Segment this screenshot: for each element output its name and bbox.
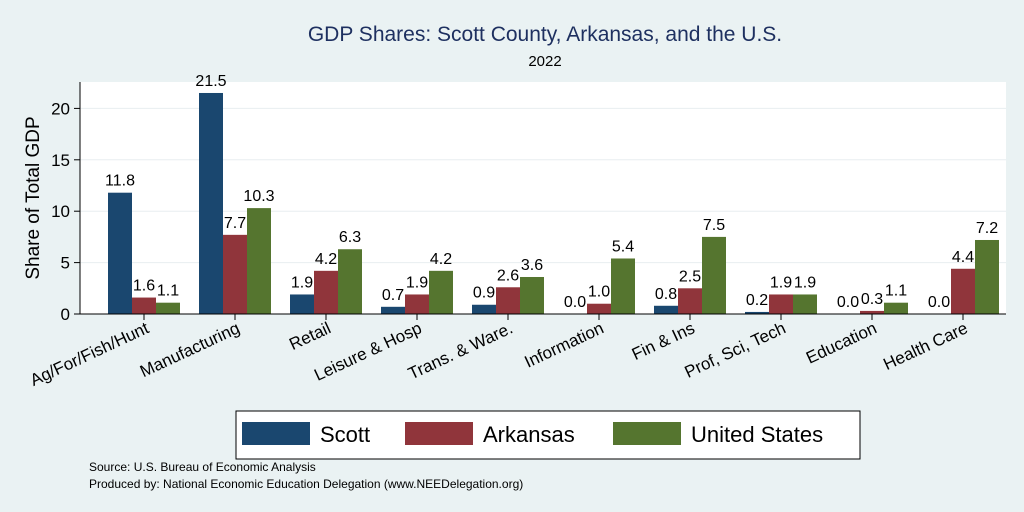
bar — [223, 234, 247, 314]
bar — [429, 270, 453, 314]
bar — [199, 92, 223, 314]
data-label: 0.8 — [655, 286, 677, 303]
bar — [405, 294, 429, 314]
data-label: 7.5 — [703, 217, 725, 234]
bar — [587, 303, 611, 314]
legend-label: Scott — [320, 422, 370, 447]
data-label: 2.6 — [497, 267, 519, 284]
category-label: Prof, Sci, Tech — [682, 318, 789, 381]
data-label: 3.6 — [521, 257, 543, 274]
legend-swatch — [405, 422, 473, 445]
legend-label: Arkansas — [483, 422, 575, 447]
category-label: Ag/For/Fish/Hunt — [27, 318, 152, 390]
bar — [290, 294, 314, 314]
data-label: 1.9 — [794, 274, 816, 291]
category-label: Retail — [286, 318, 333, 354]
bar — [381, 306, 405, 314]
category-label: Information — [522, 318, 607, 371]
y-tick-label: 20 — [51, 99, 70, 118]
data-labels-group: 11.81.6 1.121.57.710.31.94.26.30.71.94.20… — [105, 73, 998, 311]
data-label: 6.3 — [339, 229, 361, 246]
bar — [884, 302, 908, 314]
data-label: 1.9 — [770, 274, 792, 291]
bar — [338, 249, 362, 314]
bar — [520, 276, 544, 314]
data-label: 0.0 — [564, 294, 586, 311]
data-label: 0.0 — [928, 294, 950, 311]
bar — [314, 270, 338, 314]
data-label: 0.9 — [473, 285, 495, 302]
data-label: 4.4 — [952, 249, 974, 266]
data-label: 4.2 — [430, 251, 452, 268]
category-label: Education — [803, 318, 880, 367]
bar — [975, 239, 999, 314]
bar — [496, 287, 520, 314]
chart-subtitle: 2022 — [528, 53, 561, 70]
data-label: 1.0 — [588, 284, 610, 301]
data-label: 21.5 — [195, 73, 226, 90]
legend-swatch — [613, 422, 681, 445]
bar — [678, 288, 702, 314]
bar — [745, 311, 769, 314]
data-label: 0.2 — [746, 292, 768, 309]
data-label: 1.6 — [133, 278, 155, 295]
bars-group — [108, 92, 999, 314]
bar — [769, 294, 793, 314]
category-label: Manufacturing — [137, 318, 243, 381]
data-label: 7.2 — [976, 220, 998, 237]
data-label: 1.1 — [157, 283, 179, 300]
source-note: Source: U.S. Bureau of Economic Analysis — [89, 460, 316, 474]
bar — [860, 310, 884, 314]
bar — [702, 236, 726, 314]
legend: Scott Arkansas United States — [242, 422, 823, 447]
chart-title: GDP Shares: Scott County, Arkansas, and … — [308, 23, 782, 46]
data-label: 0.0 — [837, 294, 859, 311]
bar — [108, 192, 132, 314]
category-label: Health Care — [880, 318, 970, 374]
y-tick-label: 0 — [61, 305, 70, 324]
bar — [951, 268, 975, 314]
legend-box — [235, 410, 861, 460]
y-tick-label: 15 — [51, 151, 70, 170]
legend-swatch — [242, 422, 310, 445]
category-label: Trans. & Ware. — [405, 318, 515, 383]
bar — [156, 302, 180, 314]
bar — [132, 297, 156, 314]
bar — [472, 304, 496, 314]
bar — [654, 305, 678, 314]
data-label: 4.2 — [315, 251, 337, 268]
data-label: 5.4 — [612, 238, 634, 255]
y-tick-label: 10 — [51, 202, 70, 221]
data-label: 10.3 — [243, 188, 274, 205]
data-label: 7.7 — [224, 215, 246, 232]
produced-by-note: Produced by: National Economic Education… — [89, 477, 523, 491]
bar — [247, 208, 271, 314]
data-label: 0.3 — [861, 291, 883, 308]
data-label: 11.8 — [105, 173, 135, 190]
bar — [611, 258, 635, 314]
data-label: 0.7 — [382, 287, 404, 304]
data-label: 1.1 — [885, 283, 907, 300]
data-label: 1.9 — [291, 274, 313, 291]
y-axis-ticks: 0 5 10 15 20 — [51, 99, 80, 324]
y-axis-label: Share of Total GDP — [23, 116, 44, 279]
data-label: 2.5 — [679, 268, 701, 285]
legend-label: United States — [691, 422, 823, 447]
category-label: Fin & Ins — [629, 318, 698, 364]
data-label: 1.9 — [406, 274, 428, 291]
y-tick-label: 5 — [61, 254, 70, 273]
bar — [793, 294, 817, 314]
